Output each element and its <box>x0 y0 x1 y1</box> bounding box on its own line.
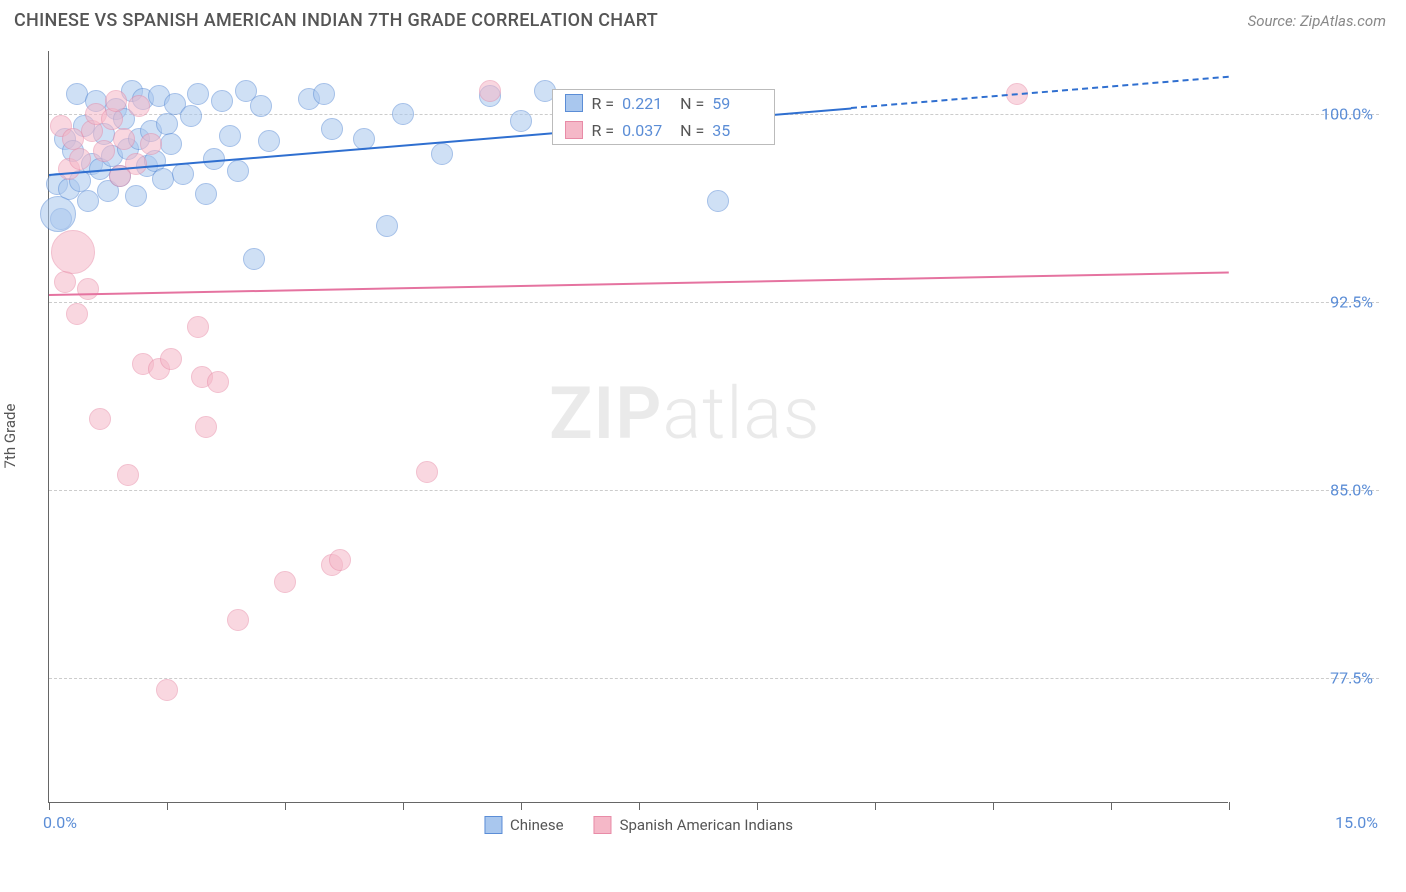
y-tick-label: 85.0% <box>1253 480 1373 499</box>
scatter-point <box>180 105 202 127</box>
y-tick-label: 100.0% <box>1253 104 1373 123</box>
scatter-point <box>66 303 88 325</box>
scatter-point <box>243 248 265 270</box>
chart-area: 7th Grade ZIPatlas 100.0%92.5%85.0%77.5%… <box>38 51 1378 821</box>
x-tick <box>285 802 286 810</box>
chart-header: CHINESE VS SPANISH AMERICAN INDIAN 7TH G… <box>0 0 1406 31</box>
scatter-point <box>113 128 135 150</box>
x-tick <box>521 802 522 810</box>
gridline <box>49 302 1379 303</box>
stats-n-value: 59 <box>712 94 762 113</box>
stats-r-value: 0.221 <box>622 94 672 113</box>
scatter-point <box>77 190 99 212</box>
stats-n-value: 35 <box>712 121 762 140</box>
scatter-point <box>219 125 241 147</box>
scatter-point <box>117 464 139 486</box>
scatter-point <box>140 133 162 155</box>
scatter-point <box>313 83 335 105</box>
scatter-point <box>195 416 217 438</box>
x-tick <box>993 802 994 810</box>
stats-row: R = 0.221 N = 59 <box>553 90 774 117</box>
scatter-point <box>329 549 351 571</box>
scatter-point <box>707 190 729 212</box>
scatter-point <box>105 90 127 112</box>
trend-line <box>851 76 1229 109</box>
legend-item: Spanish American Indians <box>594 816 793 834</box>
x-tick <box>167 802 168 810</box>
stats-row: R = 0.037 N = 35 <box>553 117 774 144</box>
stats-swatch <box>565 94 583 112</box>
x-tick <box>757 802 758 810</box>
scatter-point <box>51 230 95 274</box>
scatter-point <box>258 130 280 152</box>
x-tick <box>1111 802 1112 810</box>
legend-label: Spanish American Indians <box>620 816 793 834</box>
stats-r-label: R = <box>591 121 614 140</box>
gridline <box>49 490 1379 491</box>
legend-swatch <box>484 816 502 834</box>
scatter-point <box>160 348 182 370</box>
scatter-point <box>125 153 147 175</box>
x-tick <box>403 802 404 810</box>
scatter-point <box>160 133 182 155</box>
scatter-point <box>128 95 150 117</box>
scatter-point <box>416 461 438 483</box>
stats-n-label: N = <box>680 94 704 113</box>
x-tick <box>875 802 876 810</box>
legend-swatch <box>594 816 612 834</box>
scatter-point <box>54 271 76 293</box>
stats-box: R = 0.221 N = 59 R = 0.037 N = 35 <box>552 89 775 145</box>
scatter-point <box>479 80 501 102</box>
scatter-point <box>77 278 99 300</box>
scatter-point <box>250 95 272 117</box>
y-axis-label: 7th Grade <box>1 404 19 469</box>
scatter-point <box>40 196 76 232</box>
x-max-label: 15.0% <box>1335 813 1378 832</box>
scatter-point <box>172 163 194 185</box>
scatter-point <box>156 113 178 135</box>
stats-n-label: N = <box>680 121 704 140</box>
x-tick <box>639 802 640 810</box>
trend-line <box>49 272 1229 297</box>
chart-title: CHINESE VS SPANISH AMERICAN INDIAN 7TH G… <box>14 10 658 31</box>
stats-r-label: R = <box>591 94 614 113</box>
x-tick <box>1229 802 1230 810</box>
stats-swatch <box>565 121 583 139</box>
scatter-point <box>227 609 249 631</box>
source-label: Source: ZipAtlas.com <box>1248 12 1386 30</box>
scatter-point <box>211 90 233 112</box>
scatter-point <box>321 118 343 140</box>
scatter-point <box>125 185 147 207</box>
scatter-point <box>156 679 178 701</box>
y-tick-label: 77.5% <box>1253 668 1373 687</box>
legend-label: Chinese <box>510 816 564 834</box>
scatter-point <box>152 168 174 190</box>
plot-region: ZIPatlas 100.0%92.5%85.0%77.5%0.0%15.0%R… <box>48 51 1228 803</box>
scatter-point <box>93 140 115 162</box>
x-min-label: 0.0% <box>43 813 77 832</box>
scatter-point <box>69 148 91 170</box>
scatter-point <box>187 83 209 105</box>
scatter-point <box>187 316 209 338</box>
legend: Chinese Spanish American Indians <box>484 816 793 834</box>
scatter-point <box>227 160 249 182</box>
scatter-point <box>195 183 217 205</box>
scatter-point <box>274 571 296 593</box>
scatter-point <box>207 371 229 393</box>
watermark: ZIPatlas <box>549 371 821 456</box>
legend-item: Chinese <box>484 816 564 834</box>
gridline <box>49 678 1379 679</box>
scatter-point <box>431 143 453 165</box>
scatter-point <box>376 215 398 237</box>
stats-r-value: 0.037 <box>622 121 672 140</box>
y-tick-label: 92.5% <box>1253 292 1373 311</box>
scatter-point <box>89 408 111 430</box>
x-tick <box>49 802 50 810</box>
scatter-point <box>510 110 532 132</box>
scatter-point <box>392 103 414 125</box>
